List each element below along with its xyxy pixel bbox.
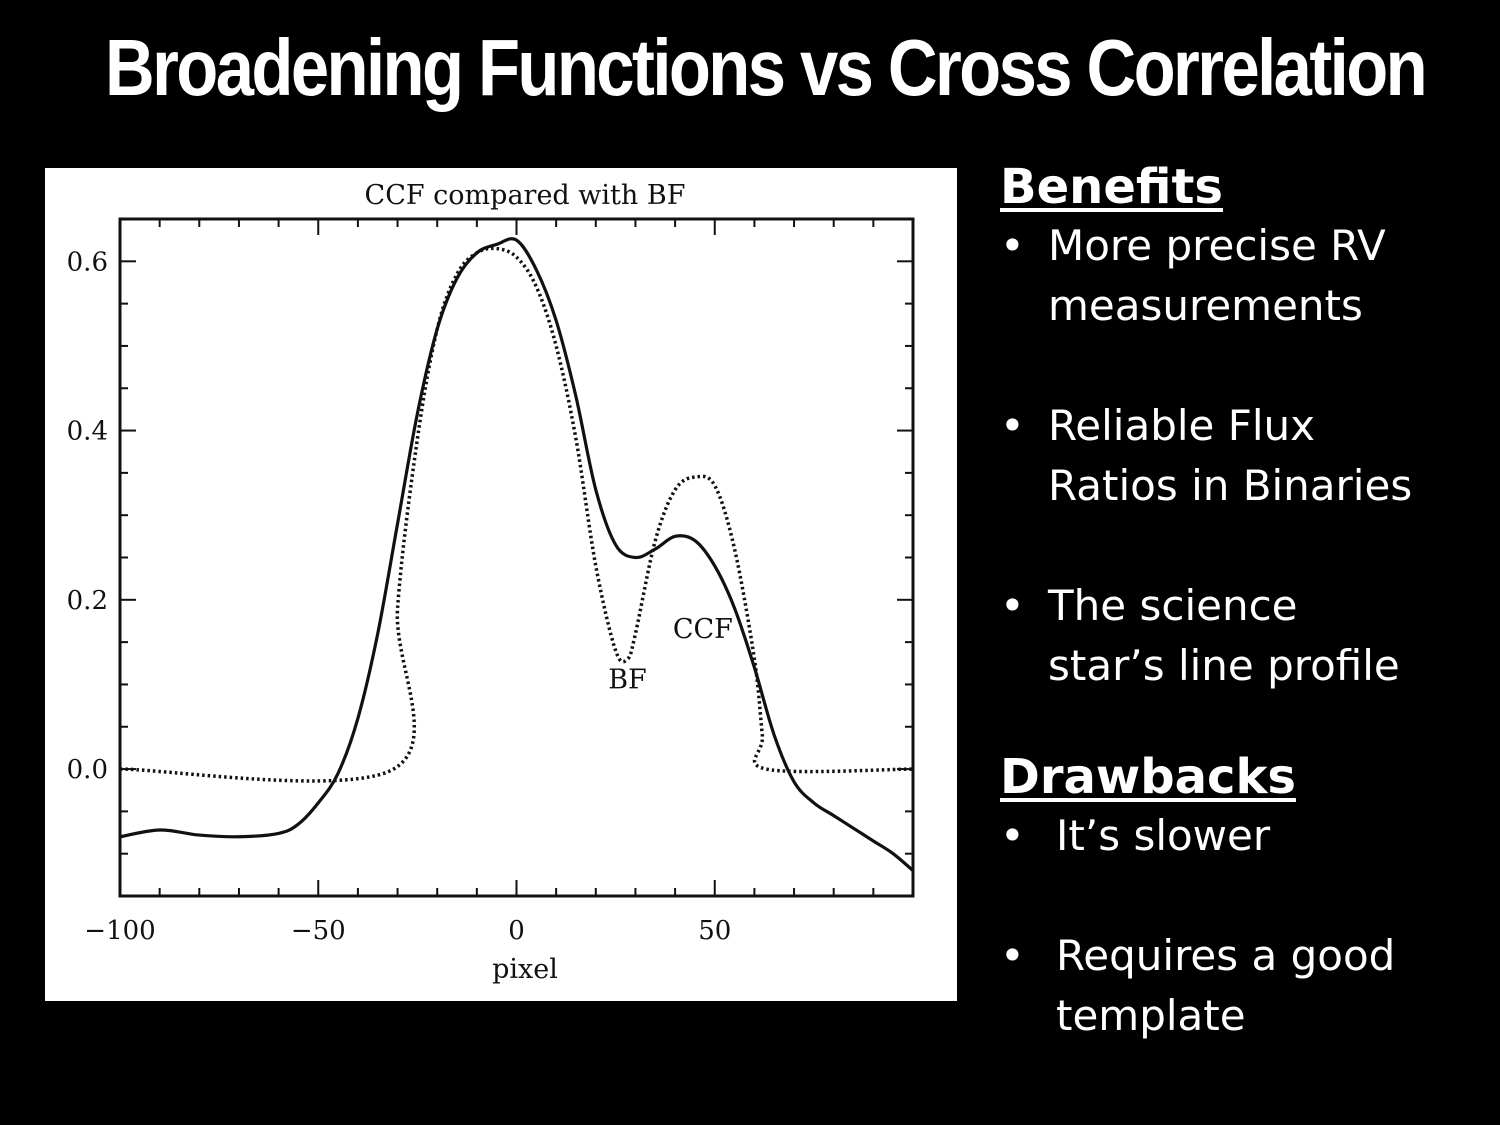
x-tick-label: −50 (291, 916, 346, 946)
x-axis-label: pixel (492, 954, 558, 985)
bullet-dot: • (1000, 221, 1025, 270)
series-ccf-line (119, 237, 915, 872)
bullet-dot: • (1000, 811, 1025, 860)
drawbacks-heading: Drawbacks (1000, 749, 1296, 805)
y-tick-label: 0.6 (67, 247, 108, 277)
benefit-item: • The science star’s line profile (1000, 576, 1480, 696)
benefit-line: measurements (1048, 281, 1363, 330)
annotation-ccf: CCF (673, 614, 733, 645)
benefit-line: The science (1048, 581, 1298, 630)
benefits-heading: Benefits (1000, 159, 1223, 215)
x-tick-label: −100 (84, 916, 155, 946)
drawback-line: template (1056, 991, 1246, 1040)
y-tick-label: 0.0 (67, 755, 108, 785)
drawbacks-list: • It’s slower • Requires a good template (1000, 806, 1480, 1046)
benefit-line: More precise RV (1048, 221, 1386, 270)
annotation-bf: BF (608, 665, 647, 696)
x-tick-label: 50 (698, 916, 731, 946)
y-tick-label: 0.4 (67, 417, 108, 447)
drawback-line: It’s slower (1056, 811, 1271, 860)
plot-frame (118, 217, 915, 898)
right-column: Benefits • More precise RV measurements … (1000, 158, 1480, 1046)
chart-title: CCF compared with BF (365, 180, 686, 211)
bullet-dot: • (1000, 401, 1025, 450)
ticks-layer (119, 218, 914, 897)
series-bf-line (119, 246, 914, 783)
drawback-line: Requires a good (1056, 931, 1396, 980)
slide-title: Broadening Functions vs Cross Correlatio… (105, 23, 1428, 112)
chart-panel: CCF compared with BF −100 −50 0 50 0.0 0.2 0.4… (45, 168, 957, 1001)
benefit-line: star’s line profile (1048, 641, 1400, 690)
drawback-item: • It’s slower (1000, 806, 1480, 866)
benefit-item: • More precise RV measurements (1000, 216, 1480, 336)
bullet-dot: • (1000, 581, 1025, 630)
benefit-line: Ratios in Binaries (1048, 461, 1413, 510)
y-tick-label: 0.2 (67, 586, 108, 616)
benefits-list: • More precise RV measurements • Reliabl… (1000, 216, 1480, 696)
bullet-dot: • (1000, 931, 1025, 980)
chart-svg: CCF compared with BF −100 −50 0 50 0.0 0.2 0.4… (67, 180, 915, 985)
labels-layer: −100 −50 0 50 0.0 0.2 0.4 0.6 CCF BF (67, 247, 733, 946)
x-tick-label: 0 (508, 916, 525, 946)
series-layer (119, 237, 915, 872)
benefit-line: Reliable Flux (1048, 401, 1316, 450)
drawback-item: • Requires a good template (1000, 926, 1480, 1046)
benefit-item: • Reliable Flux Ratios in Binaries (1000, 396, 1480, 516)
